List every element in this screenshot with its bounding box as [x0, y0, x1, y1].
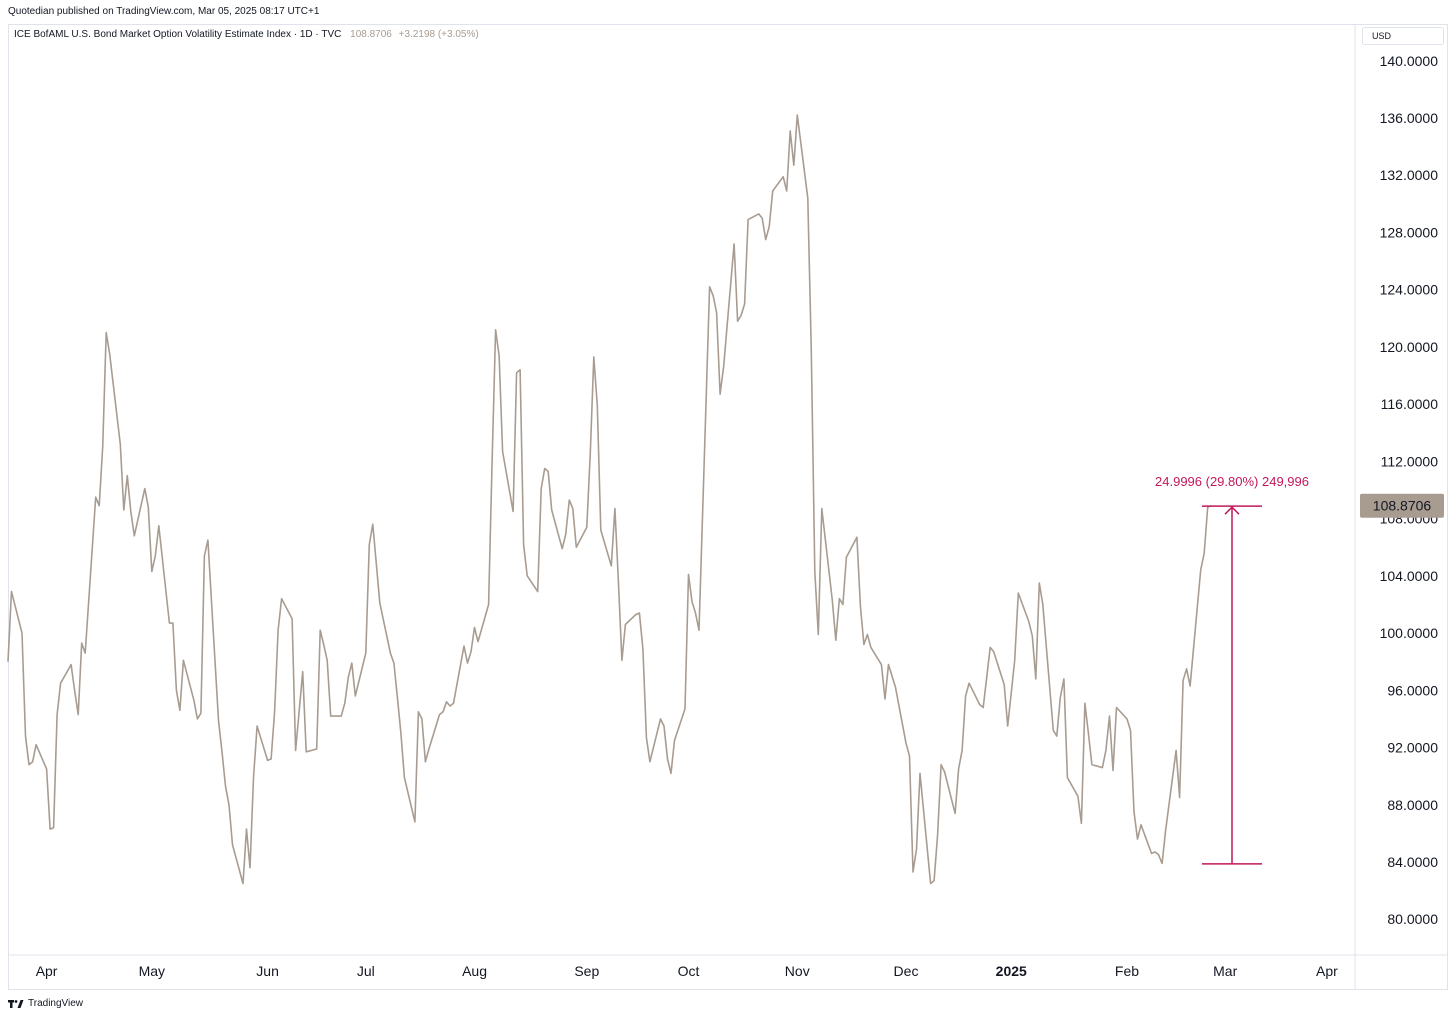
- measure-arrow-icon: [1224, 506, 1240, 515]
- y-tick-label: 140.0000: [1380, 53, 1439, 69]
- x-tick-label: Mar: [1213, 963, 1237, 979]
- y-tick-label: 96.0000: [1387, 682, 1438, 698]
- x-tick-label: Apr: [36, 963, 58, 979]
- y-tick-label: 84.0000: [1387, 854, 1438, 870]
- symbol-legend[interactable]: ICE BofAML U.S. Bond Market Option Volat…: [14, 29, 479, 40]
- x-tick-label: Dec: [894, 963, 919, 979]
- y-tick-label: 128.0000: [1380, 224, 1439, 240]
- y-tick-label: 100.0000: [1380, 625, 1439, 641]
- y-tick-label: 92.0000: [1387, 740, 1438, 756]
- x-tick-label: 2025: [996, 963, 1027, 979]
- measure-label: 24.9996 (29.80%) 249,996: [1155, 474, 1309, 489]
- tradingview-logo-icon: [8, 999, 24, 1008]
- legend-change: +3.2198 (+3.05%): [398, 29, 479, 40]
- y-axis: 140.0000 136.0000 132.0000 128.0000 124.0000…: [1380, 53, 1439, 927]
- y-tick-label: 112.0000: [1381, 453, 1439, 469]
- x-tick-label: Nov: [785, 963, 810, 979]
- series-line: [7, 114, 1212, 885]
- x-tick-label: Jul: [357, 963, 375, 979]
- x-tick-label: Jun: [256, 963, 279, 979]
- legend-symbol: ICE BofAML U.S. Bond Market Option Volat…: [14, 29, 342, 40]
- footer-brand[interactable]: TradingView: [8, 998, 83, 1009]
- y-tick-label: 124.0000: [1380, 282, 1439, 298]
- x-tick-label: May: [139, 963, 165, 979]
- y-tick-label: 88.0000: [1387, 797, 1438, 813]
- x-tick-label: Sep: [574, 963, 599, 979]
- x-axis: Apr May Jun Jul Aug Sep Oct Nov Dec 2025 Feb Mar Apr: [36, 963, 1338, 979]
- last-price-tag-bg: [1360, 493, 1444, 518]
- price-range-measure[interactable]: 24.9996 (29.80%) 249,996: [1155, 474, 1309, 865]
- footer-brand-text: TradingView: [28, 998, 84, 1009]
- last-price-tag: 108.8706: [1360, 493, 1444, 518]
- last-price-tag-text: 108.8706: [1373, 498, 1432, 514]
- publisher-caption: Quotedian published on TradingView.com, …: [8, 6, 320, 17]
- chart-frame: [8, 24, 1448, 990]
- series-group: [7, 114, 1212, 885]
- legend-last-value: 108.8706: [350, 29, 392, 40]
- x-tick-label: Oct: [678, 963, 700, 979]
- x-tick-label: Apr: [1316, 963, 1338, 979]
- y-tick-label: 132.0000: [1380, 167, 1439, 183]
- y-tick-label: 136.0000: [1380, 110, 1439, 126]
- x-tick-label: Feb: [1115, 963, 1139, 979]
- currency-selector[interactable]: USD: [1362, 27, 1444, 45]
- y-tick-label: 116.0000: [1381, 396, 1439, 412]
- y-tick-label: 104.0000: [1380, 568, 1439, 584]
- y-tick-label: 120.0000: [1380, 339, 1439, 355]
- y-tick-label: 80.0000: [1387, 911, 1438, 927]
- x-tick-label: Aug: [462, 963, 487, 979]
